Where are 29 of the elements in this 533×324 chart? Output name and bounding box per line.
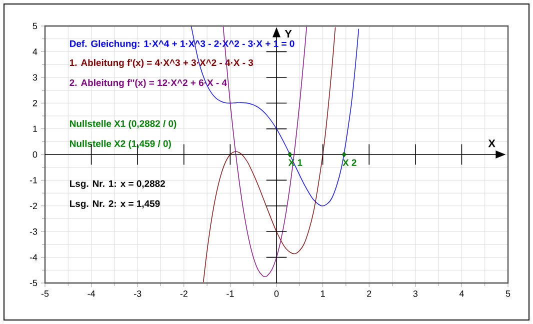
x-tick-label: 4 — [459, 290, 464, 297]
x-tick-label: 1 — [321, 290, 325, 297]
annotation: Nullstelle X1 (0,2882 / 0) — [70, 120, 176, 129]
y-tick-label: 3 — [32, 74, 38, 81]
y-tick-label: -2 — [30, 202, 38, 210]
x-tick-label: -3 — [134, 290, 142, 297]
x-tick-label: -1 — [226, 290, 234, 297]
annotation: Lsg. Nr. 2: x = 1,459 — [70, 200, 160, 209]
y-tick-label: 5 — [32, 22, 38, 30]
y-tick-label: 2 — [32, 100, 38, 106]
x-tick-label: 2 — [367, 290, 372, 297]
x-tick-label: 5 — [506, 290, 510, 297]
y-tick-label: 0 — [32, 151, 38, 158]
y-tick-label: 1 — [33, 126, 38, 132]
y-tick-label: -4 — [30, 254, 38, 260]
x-tick-label: -2 — [180, 290, 188, 297]
x-axis-title: X — [488, 140, 496, 148]
y-tick-label: 4 — [32, 48, 38, 55]
x-tick-label: -4 — [88, 290, 96, 297]
y-tick-label: -5 — [30, 280, 38, 286]
x-tick-label: 3 — [413, 290, 418, 297]
x-tick-label: 0 — [274, 290, 279, 297]
annotation: X 2 — [342, 159, 356, 166]
y-tick-label: -1 — [30, 177, 38, 184]
y-axis-title: Y — [284, 30, 292, 38]
annotation: Lsg. Nr. 1: x = 0,2882 — [70, 180, 165, 189]
y-tick-label: -3 — [30, 228, 38, 235]
annotation: Nullstelle X2 (1,459 / 0) — [70, 140, 171, 149]
x-tick-label: -5 — [41, 290, 49, 297]
